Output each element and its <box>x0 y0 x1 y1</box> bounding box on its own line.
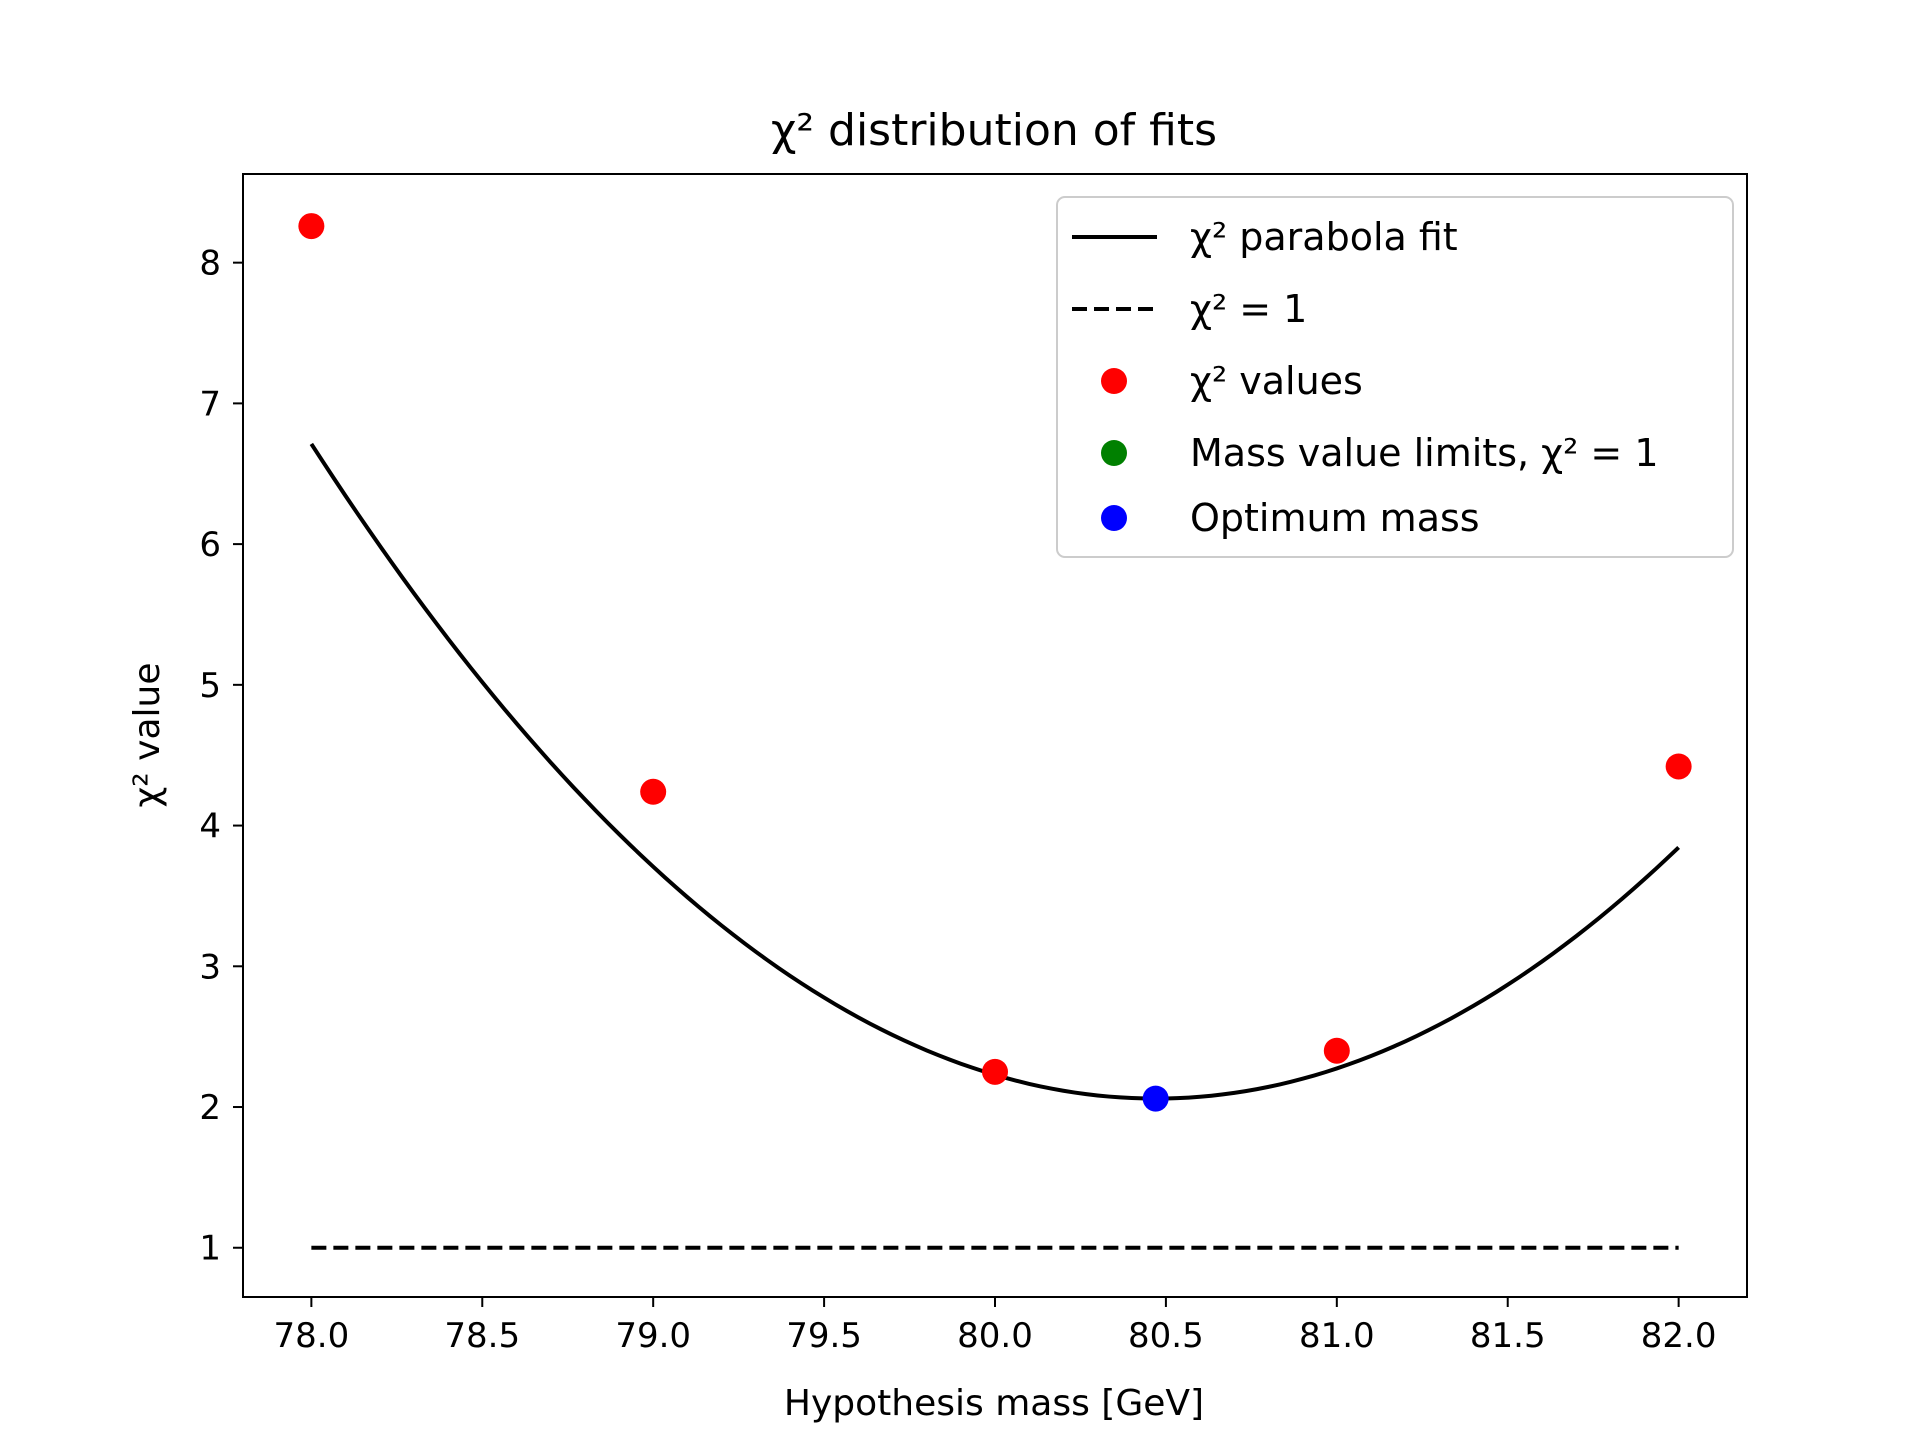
x-axis-label: Hypothesis mass [GeV] <box>784 1383 1204 1424</box>
x-tick-label: 80.5 <box>1128 1316 1204 1356</box>
x-tick-label: 81.0 <box>1299 1316 1375 1356</box>
x-tick-label: 80.0 <box>957 1316 1033 1356</box>
legend-label: χ² values <box>1190 359 1363 403</box>
legend-marker-swatch <box>1101 368 1127 394</box>
optimum-mass-point <box>1142 1085 1169 1112</box>
plot-area <box>298 213 1692 1250</box>
chi2-value-point <box>982 1058 1008 1085</box>
legend-label: Optimum mass <box>1190 496 1480 540</box>
y-tick-label: 4 <box>199 807 221 847</box>
legend-marker-swatch <box>1101 440 1127 466</box>
legend-label: χ² = 1 <box>1190 287 1307 331</box>
y-tick-label: 7 <box>199 384 221 424</box>
x-axis: 78.0 78.5 79.0 79.5 80.0 80.5 81.0 81.5 82.0 <box>274 1297 1717 1356</box>
x-tick-label: 79.5 <box>786 1316 862 1356</box>
x-tick-label: 81.5 <box>1470 1316 1546 1356</box>
legend: χ² parabola fit χ² = 1 χ² values Mass value… <box>1056 196 1734 558</box>
chi2-value-point <box>640 778 667 805</box>
legend-entry: χ² parabola fit <box>1072 215 1458 259</box>
x-tick-label: 79.0 <box>615 1316 691 1356</box>
y-tick-label: 1 <box>199 1229 221 1269</box>
legend-entry: χ² values <box>1101 359 1363 403</box>
y-tick-label: 5 <box>199 666 221 706</box>
legend-label: χ² parabola fit <box>1190 215 1458 259</box>
y-tick-label: 8 <box>199 244 221 284</box>
x-tick-label: 82.0 <box>1641 1316 1717 1356</box>
x-tick-label: 78.5 <box>444 1316 520 1356</box>
legend-box <box>1056 196 1734 558</box>
legend-entry: χ² = 1 <box>1072 287 1307 331</box>
x-tick-label: 78.0 <box>274 1316 350 1356</box>
y-tick-label: 2 <box>199 1088 221 1128</box>
legend-entry: Mass value limits, χ² = 1 <box>1101 431 1659 475</box>
y-tick-label: 6 <box>199 525 221 565</box>
chart-title: χ² distribution of fits <box>771 105 1217 156</box>
y-tick-label: 3 <box>199 947 221 987</box>
legend-entry: Optimum mass <box>1101 496 1480 540</box>
y-axis: 1 2 3 4 5 6 7 8 <box>199 244 243 1269</box>
legend-marker-swatch <box>1101 505 1127 531</box>
legend-label: Mass value limits, χ² = 1 <box>1190 431 1659 475</box>
chi2-value-point <box>1665 753 1692 780</box>
y-axis-label: χ² value <box>127 662 168 807</box>
chi2-value-point <box>1323 1037 1350 1064</box>
chi2-value-point <box>298 213 325 240</box>
